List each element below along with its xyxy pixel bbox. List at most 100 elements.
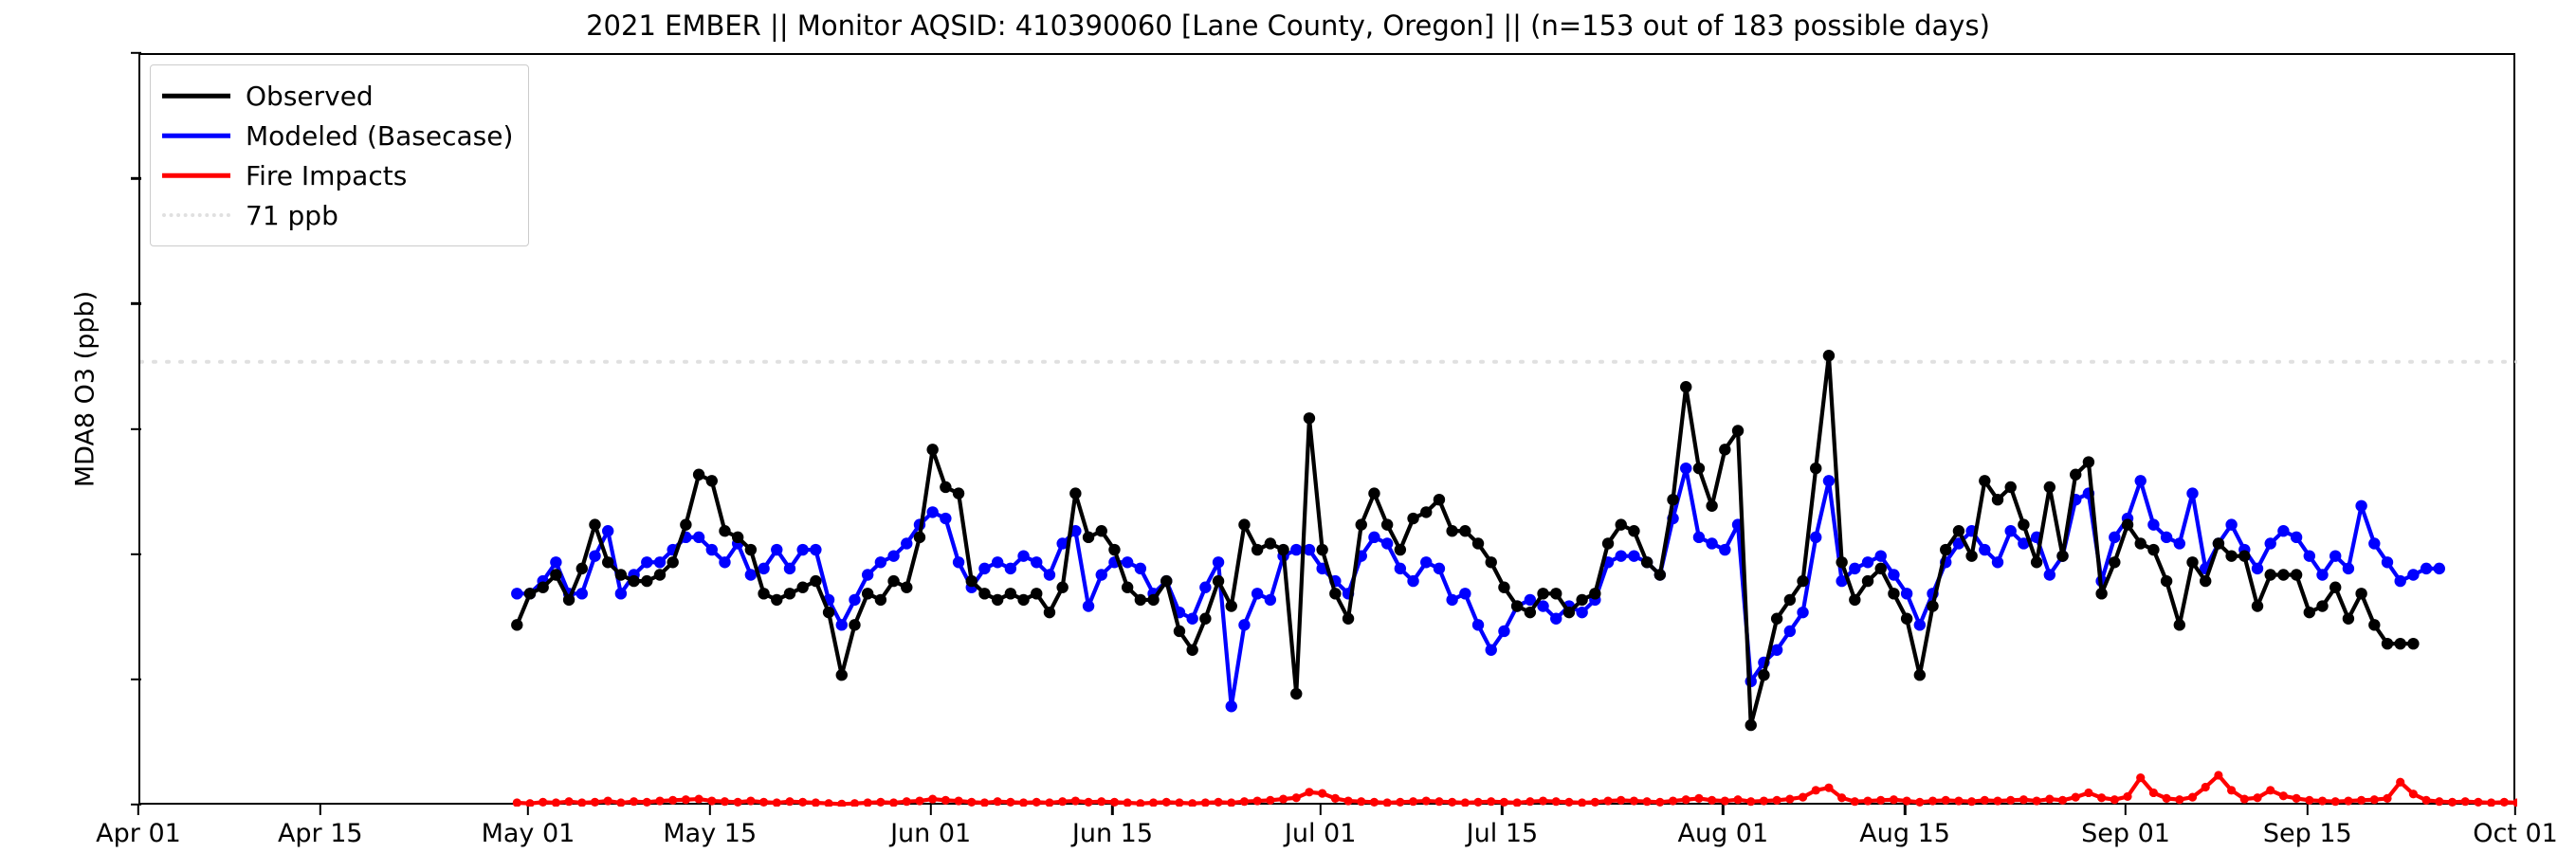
legend-label: 71 ppb bbox=[246, 199, 338, 231]
data-point bbox=[2173, 619, 2186, 631]
data-point bbox=[2369, 795, 2379, 805]
data-point bbox=[523, 588, 537, 600]
data-point bbox=[614, 569, 628, 581]
data-point bbox=[550, 556, 562, 569]
data-point bbox=[1318, 789, 1327, 798]
data-point bbox=[2136, 773, 2146, 783]
data-point bbox=[705, 543, 718, 556]
data-point bbox=[1095, 525, 1107, 537]
data-point bbox=[511, 588, 523, 600]
data-point bbox=[1121, 556, 1134, 569]
data-point bbox=[2290, 531, 2303, 544]
data-point bbox=[1121, 581, 1134, 593]
legend-item[interactable]: Observed bbox=[162, 76, 513, 116]
data-point bbox=[1849, 593, 1861, 607]
data-point bbox=[1134, 593, 1147, 607]
data-point bbox=[1874, 550, 1887, 562]
data-point bbox=[2305, 795, 2314, 805]
data-point bbox=[1861, 556, 1874, 569]
legend-swatch-icon bbox=[162, 85, 230, 106]
data-point bbox=[616, 798, 626, 807]
data-point bbox=[1783, 625, 1797, 638]
data-point bbox=[979, 798, 990, 807]
legend-item[interactable]: Fire Impacts bbox=[162, 155, 513, 195]
data-point bbox=[1902, 796, 1911, 806]
data-point bbox=[629, 797, 639, 807]
data-point bbox=[2357, 795, 2366, 805]
data-point bbox=[2032, 796, 2041, 806]
y-tick-mark bbox=[131, 176, 141, 180]
data-point bbox=[1526, 797, 1535, 807]
data-point bbox=[2147, 543, 2160, 556]
data-point bbox=[1251, 588, 1264, 600]
data-point bbox=[1380, 518, 1394, 531]
data-point bbox=[1396, 797, 1405, 807]
data-point bbox=[1653, 569, 1667, 581]
data-point bbox=[1578, 798, 1587, 807]
data-point bbox=[1719, 444, 1731, 456]
data-point bbox=[1433, 493, 1446, 506]
data-point bbox=[1980, 795, 1989, 805]
data-point bbox=[720, 797, 730, 807]
data-point bbox=[1251, 543, 1264, 556]
data-point bbox=[1576, 593, 1588, 607]
data-point bbox=[1485, 644, 1497, 656]
data-point bbox=[1303, 543, 1316, 556]
data-point bbox=[967, 797, 977, 807]
data-point bbox=[1954, 796, 1964, 806]
data-point bbox=[550, 569, 562, 581]
data-point bbox=[1746, 797, 1756, 807]
data-point bbox=[2342, 612, 2355, 625]
data-point bbox=[1708, 795, 1717, 805]
data-point bbox=[1629, 796, 1639, 806]
data-point bbox=[1368, 487, 1380, 499]
data-point bbox=[2175, 795, 2184, 805]
data-point bbox=[1459, 588, 1471, 600]
legend-item[interactable]: 71 ppb bbox=[162, 195, 513, 235]
data-point bbox=[1175, 798, 1184, 807]
plot-area bbox=[138, 53, 2517, 807]
data-point bbox=[2006, 795, 2016, 805]
data-point bbox=[2095, 588, 2108, 600]
data-point bbox=[2121, 518, 2134, 531]
data-point bbox=[1434, 797, 1444, 807]
data-point bbox=[2394, 574, 2406, 588]
data-point bbox=[1849, 562, 1861, 575]
data-point bbox=[758, 562, 770, 575]
legend-item[interactable]: Modeled (Basecase) bbox=[162, 116, 513, 155]
legend-label: Modeled (Basecase) bbox=[246, 119, 514, 152]
data-point bbox=[1032, 797, 1041, 807]
data-point bbox=[1485, 556, 1497, 569]
data-point bbox=[2355, 499, 2367, 512]
data-point bbox=[1212, 574, 1225, 588]
data-point bbox=[835, 669, 848, 681]
data-point bbox=[1888, 588, 1900, 600]
data-point bbox=[2447, 797, 2457, 807]
x-tick-label: Apr 15 bbox=[277, 819, 363, 848]
data-point bbox=[771, 543, 783, 556]
data-point bbox=[2290, 569, 2303, 581]
data-point bbox=[1097, 797, 1106, 807]
data-point bbox=[2408, 789, 2418, 799]
data-point bbox=[887, 574, 900, 588]
y-tick-mark bbox=[131, 553, 141, 555]
data-point bbox=[2420, 562, 2433, 575]
data-point bbox=[1095, 569, 1107, 581]
data-point bbox=[1343, 796, 1353, 806]
x-tick-mark bbox=[137, 805, 140, 815]
data-point bbox=[1562, 606, 1576, 619]
data-point bbox=[2097, 793, 2107, 803]
data-point bbox=[1407, 574, 1419, 588]
data-point bbox=[991, 556, 1004, 569]
data-point bbox=[1264, 537, 1277, 550]
data-point bbox=[2227, 786, 2237, 795]
data-point bbox=[1770, 644, 1783, 656]
x-tick-mark bbox=[1111, 805, 1114, 815]
data-point bbox=[1874, 562, 1887, 575]
data-point bbox=[707, 796, 717, 806]
data-point bbox=[1316, 543, 1328, 556]
data-point bbox=[2160, 531, 2173, 544]
data-point bbox=[1446, 593, 1458, 607]
data-point bbox=[1913, 669, 1927, 681]
x-tick-mark bbox=[929, 805, 932, 815]
